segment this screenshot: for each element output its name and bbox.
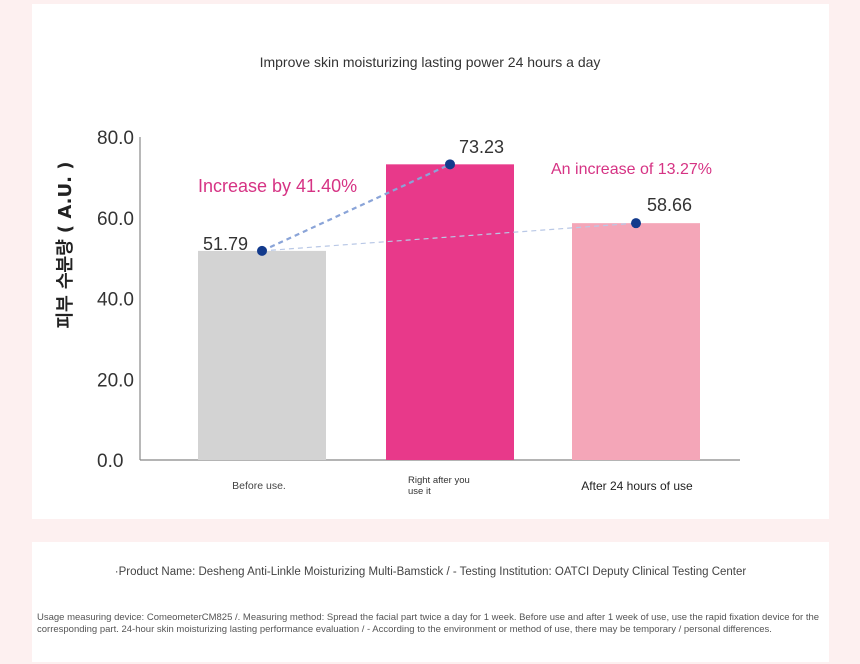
bar-1 (198, 250, 326, 460)
y-tick-label: 80.0 (97, 128, 134, 149)
increase-connector-1 (261, 163, 451, 252)
data-point-1 (257, 245, 267, 256)
x-tick-label: After 24 hours of use (581, 479, 693, 493)
x-tick-label: Right after you use it (408, 475, 470, 497)
value-label: 51.79 (203, 234, 248, 254)
x-tick-label: Before use. (232, 480, 286, 492)
chart-title: Improve skin moisturizing lasting power … (259, 54, 601, 70)
bar-3 (572, 223, 700, 460)
y-tick-label: 40.0 (97, 290, 134, 311)
data-point-3 (631, 218, 641, 229)
annotation-increase-1: Increase by 41.40% (198, 176, 357, 196)
method-info: Usage measuring device: ComeometerCM825 … (37, 612, 820, 635)
data-point-2 (445, 159, 455, 170)
value-label: 73.23 (459, 137, 504, 157)
bar-2 (386, 164, 514, 461)
annotation-increase-2: An increase of 13.27% (551, 161, 712, 178)
value-label: 58.66 (647, 195, 692, 215)
footnote-panel: ·Product Name: Desheng Anti-Linkle Moist… (32, 542, 829, 662)
y-tick-label: 60.0 (97, 209, 134, 230)
product-info: ·Product Name: Desheng Anti-Linkle Moist… (114, 566, 747, 578)
bar-chart: 0.0 20.0 40.0 60.0 80.0 피부 수분량 ( A.U. ) 51.79 7… (55, 128, 740, 497)
y-tick-label: 0.0 (97, 451, 123, 472)
y-tick-label: 20.0 (97, 370, 134, 391)
y-axis-label: 피부 수분량 ( A.U. ) (55, 162, 76, 329)
